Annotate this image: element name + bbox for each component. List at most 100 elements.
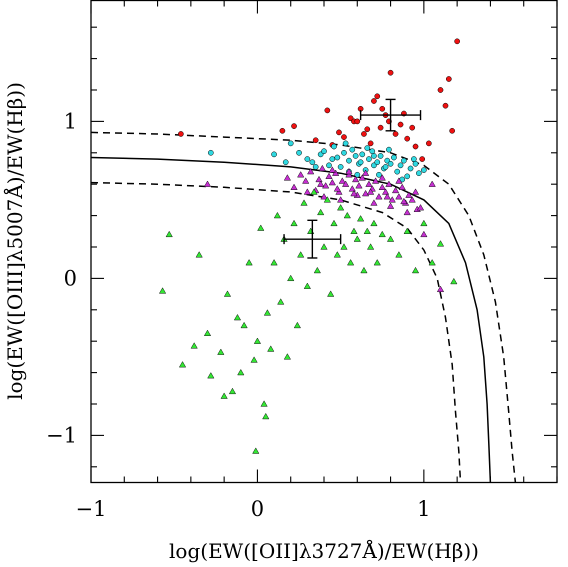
data-point — [290, 183, 298, 190]
data-point — [252, 447, 260, 454]
data-point — [302, 177, 310, 184]
data-point — [291, 123, 297, 129]
data-point — [309, 159, 316, 166]
data-point — [297, 251, 305, 258]
data-point — [354, 118, 361, 125]
y-axis-label: log(EW([OIII]λ5007Å)/EW(Hβ)) — [2, 82, 27, 400]
data-point — [334, 154, 341, 161]
data-point — [436, 240, 445, 247]
data-point — [370, 199, 378, 206]
data-point — [411, 156, 417, 162]
data-point — [325, 172, 333, 179]
data-point — [331, 143, 337, 150]
data-point — [397, 162, 404, 169]
data-point — [445, 76, 452, 82]
data-point — [223, 290, 232, 297]
data-point — [337, 196, 345, 203]
solid-curve-0 — [91, 156, 492, 483]
data-point — [257, 224, 265, 231]
data-point — [358, 174, 366, 181]
data-point — [387, 69, 394, 76]
data-point — [279, 127, 286, 134]
data-point — [367, 140, 374, 147]
data-point — [290, 219, 298, 227]
data-point — [391, 186, 400, 194]
data-point — [404, 173, 411, 180]
error-bar-0 — [283, 219, 342, 259]
data-point — [420, 219, 428, 227]
data-point — [391, 154, 397, 161]
data-point — [178, 361, 187, 368]
data-point — [367, 188, 375, 195]
data-point — [347, 259, 355, 266]
data-point — [364, 145, 371, 151]
dashed-curve-2 — [91, 181, 462, 483]
data-point — [377, 124, 384, 131]
data-point — [416, 170, 422, 177]
data-point — [395, 251, 403, 258]
data-point — [428, 259, 436, 266]
data-point — [386, 146, 392, 153]
data-point — [190, 342, 198, 349]
data-point — [353, 235, 361, 242]
data-point — [328, 166, 336, 173]
data-point — [371, 153, 377, 159]
data-point — [436, 285, 445, 293]
data-point — [398, 183, 406, 190]
data-point — [387, 160, 394, 167]
data-point — [323, 196, 331, 203]
data-point — [361, 131, 367, 137]
error-bar-1 — [359, 98, 422, 132]
data-point — [408, 196, 416, 203]
data-point — [220, 392, 228, 399]
data-point — [426, 140, 432, 147]
data-point — [237, 368, 245, 376]
data-point — [362, 169, 370, 176]
data-point — [207, 372, 215, 379]
data-point — [307, 167, 315, 175]
data-point — [233, 313, 242, 321]
data-point — [165, 230, 173, 238]
data-point — [273, 211, 281, 219]
data-point — [330, 219, 338, 227]
data-point — [359, 151, 366, 158]
data-point — [363, 227, 371, 234]
data-point — [350, 227, 358, 234]
data-point — [277, 298, 285, 305]
data-point — [336, 129, 342, 136]
data-point — [376, 171, 382, 178]
data-point — [312, 164, 319, 170]
data-point — [260, 400, 268, 407]
data-point — [310, 188, 318, 195]
data-point — [324, 107, 331, 114]
data-point — [203, 329, 212, 336]
data-point — [394, 168, 401, 175]
data-point — [369, 148, 376, 155]
data-point — [420, 230, 428, 238]
x-tick-label: 1 — [417, 497, 430, 521]
data-point — [303, 282, 311, 289]
data-point — [317, 208, 325, 216]
data-point — [270, 259, 278, 266]
data-point — [318, 164, 326, 172]
data-point — [428, 180, 436, 187]
dashed-curve-1 — [91, 131, 517, 483]
data-point — [352, 175, 360, 183]
data-point — [395, 177, 403, 184]
data-point — [400, 197, 408, 205]
data-point — [404, 135, 411, 142]
data-point — [250, 356, 258, 363]
data-point — [378, 183, 386, 190]
data-point — [341, 149, 347, 156]
data-point — [412, 160, 419, 167]
data-point — [383, 193, 391, 200]
data-point — [437, 87, 444, 93]
error-bars-layer — [283, 98, 422, 259]
data-point — [403, 208, 411, 216]
data-point — [375, 193, 383, 200]
data-point — [350, 189, 358, 197]
data-point — [401, 157, 407, 164]
data-point — [409, 124, 416, 131]
data-point — [263, 309, 272, 316]
